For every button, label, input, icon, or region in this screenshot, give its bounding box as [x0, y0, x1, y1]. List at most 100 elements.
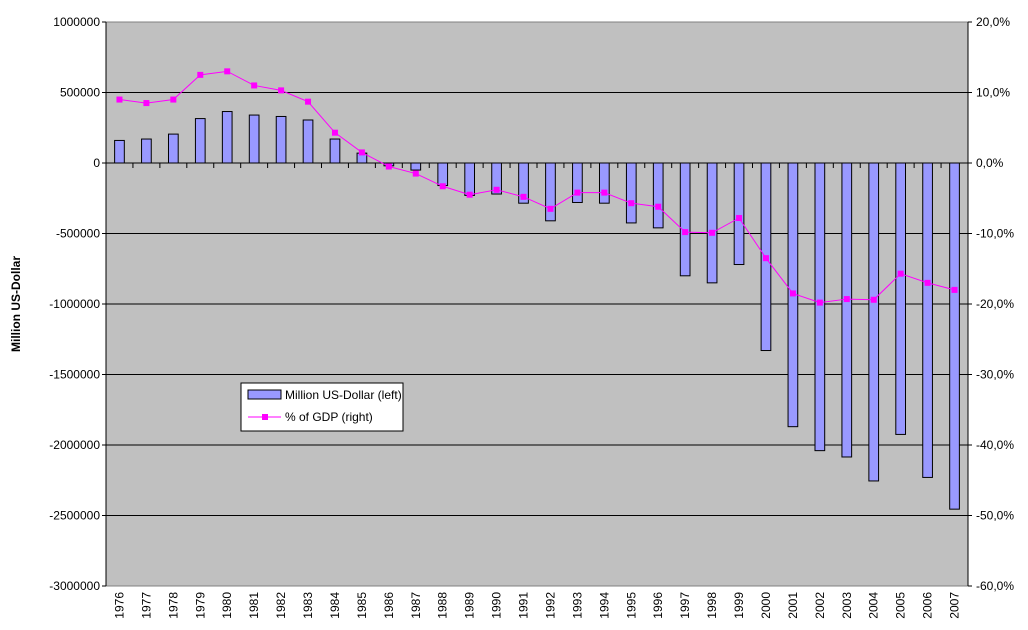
x-tick-label: 2000 — [759, 592, 773, 619]
x-axis-ticks — [105, 163, 969, 168]
x-tick-label: 2004 — [867, 592, 881, 619]
gdp-point — [951, 286, 958, 293]
left-tick-label: -2500000 — [49, 509, 100, 523]
gdp-point — [197, 71, 204, 78]
x-tick-label: 1979 — [193, 592, 207, 619]
gdp-points — [116, 68, 958, 306]
legend-line-label: % of GDP (right) — [285, 410, 373, 424]
x-tick-label: 1984 — [328, 592, 342, 619]
bar — [922, 162, 933, 478]
gdp-point — [493, 186, 500, 193]
right-tick-label: -50,0% — [976, 509, 1014, 523]
right-tick-label: -60,0% — [976, 579, 1014, 593]
bar — [572, 162, 583, 203]
gdp-point — [789, 290, 796, 297]
bar — [248, 114, 260, 164]
right-tick-label: -40,0% — [976, 438, 1014, 452]
left-tick-label: -3000000 — [49, 579, 100, 593]
bar — [706, 162, 718, 284]
legend-point-swatch — [262, 414, 268, 420]
x-tick-label: 1999 — [732, 592, 746, 619]
left-axis: 1000000 500000 0 -500000 -1000000 -1500000 -20… — [49, 15, 107, 593]
bar — [545, 162, 556, 222]
bar — [410, 162, 422, 171]
x-tick-label: 1978 — [166, 592, 180, 619]
bar — [114, 139, 125, 164]
bar — [814, 162, 826, 452]
gdp-point — [547, 205, 554, 212]
x-tick-label: 1994 — [597, 592, 611, 619]
bar — [679, 162, 691, 277]
right-tick-label: -30,0% — [976, 368, 1014, 382]
gdp-point — [870, 296, 877, 303]
bar — [302, 119, 314, 164]
x-tick-label: 1998 — [705, 592, 719, 619]
gdp-point — [520, 193, 527, 200]
x-tick-label: 2003 — [840, 592, 854, 619]
left-tick-label: -2000000 — [49, 438, 100, 452]
x-tick-label: 2005 — [894, 592, 908, 619]
gdp-point — [170, 96, 177, 103]
left-tick-label: -1500000 — [49, 368, 100, 382]
bar — [733, 162, 745, 266]
left-tick-label: 0 — [93, 156, 100, 170]
gdp-point — [466, 191, 473, 198]
left-tick-label: -1000000 — [49, 297, 100, 311]
right-tick-label: -20,0% — [976, 297, 1014, 311]
left-tick-label: -500000 — [56, 227, 100, 241]
x-tick-label: 1990 — [490, 592, 504, 619]
gdp-point — [278, 87, 285, 94]
bar — [167, 133, 179, 164]
gdp-point — [412, 170, 419, 177]
gdp-point — [628, 200, 635, 207]
x-tick-label: 1997 — [678, 592, 692, 619]
gdp-point — [897, 270, 904, 277]
gdp-line — [119, 70, 955, 304]
left-tick-label: 1000000 — [53, 15, 100, 29]
gdp-point — [439, 183, 446, 190]
gdp-point — [762, 255, 769, 262]
gdp-point — [843, 296, 850, 303]
x-tick-label: 1987 — [409, 592, 423, 619]
x-tick-label: 1981 — [247, 592, 261, 619]
x-tick-label: 1993 — [570, 592, 584, 619]
gdp-point — [224, 68, 231, 75]
x-tick-label: 2001 — [786, 592, 800, 619]
right-tick-label: 0,0% — [976, 156, 1004, 170]
gdp-point — [143, 100, 150, 107]
gdp-point — [358, 149, 365, 156]
x-tick-label: 1983 — [301, 592, 315, 619]
bar — [895, 162, 907, 435]
x-tick-label: 1991 — [517, 592, 531, 619]
right-tick-label: 20,0% — [976, 15, 1010, 29]
right-axis: 20,0% 10,0% 0,0% -10,0% -20,0% -30,0% -40,0% -5… — [967, 15, 1014, 593]
gdp-point — [574, 189, 581, 196]
gdp-point — [331, 129, 338, 136]
legend: Million US-Dollar (left) % of GDP (right… — [240, 382, 404, 432]
x-tick-label: 1996 — [651, 592, 665, 619]
x-tick-label: 1995 — [624, 592, 638, 619]
gdp-point — [924, 279, 931, 286]
bar — [868, 162, 880, 482]
bar — [652, 162, 664, 229]
x-tick-label: 1976 — [112, 592, 126, 619]
legend-bar-label: Million US-Dollar (left) — [285, 388, 402, 402]
bar — [275, 115, 287, 164]
x-axis-labels: 1976 1977 1978 1979 1980 1981 1982 1983 1984 1985… — [112, 592, 961, 619]
bar — [141, 138, 152, 164]
gdp-point — [385, 163, 392, 170]
right-tick-label: -10,0% — [976, 227, 1014, 241]
x-tick-label: 1986 — [382, 592, 396, 619]
bar — [841, 162, 853, 458]
bar — [598, 162, 610, 204]
x-tick-label: 1985 — [355, 592, 369, 619]
x-tick-label: 1980 — [220, 592, 234, 619]
bar — [221, 111, 233, 164]
y-axis-label: Million US-Dollar — [9, 256, 23, 352]
bar — [949, 162, 960, 510]
x-tick-label: 1992 — [543, 592, 557, 619]
x-tick-label: 1977 — [139, 592, 153, 619]
gdp-point — [816, 299, 823, 306]
bar — [437, 162, 449, 187]
